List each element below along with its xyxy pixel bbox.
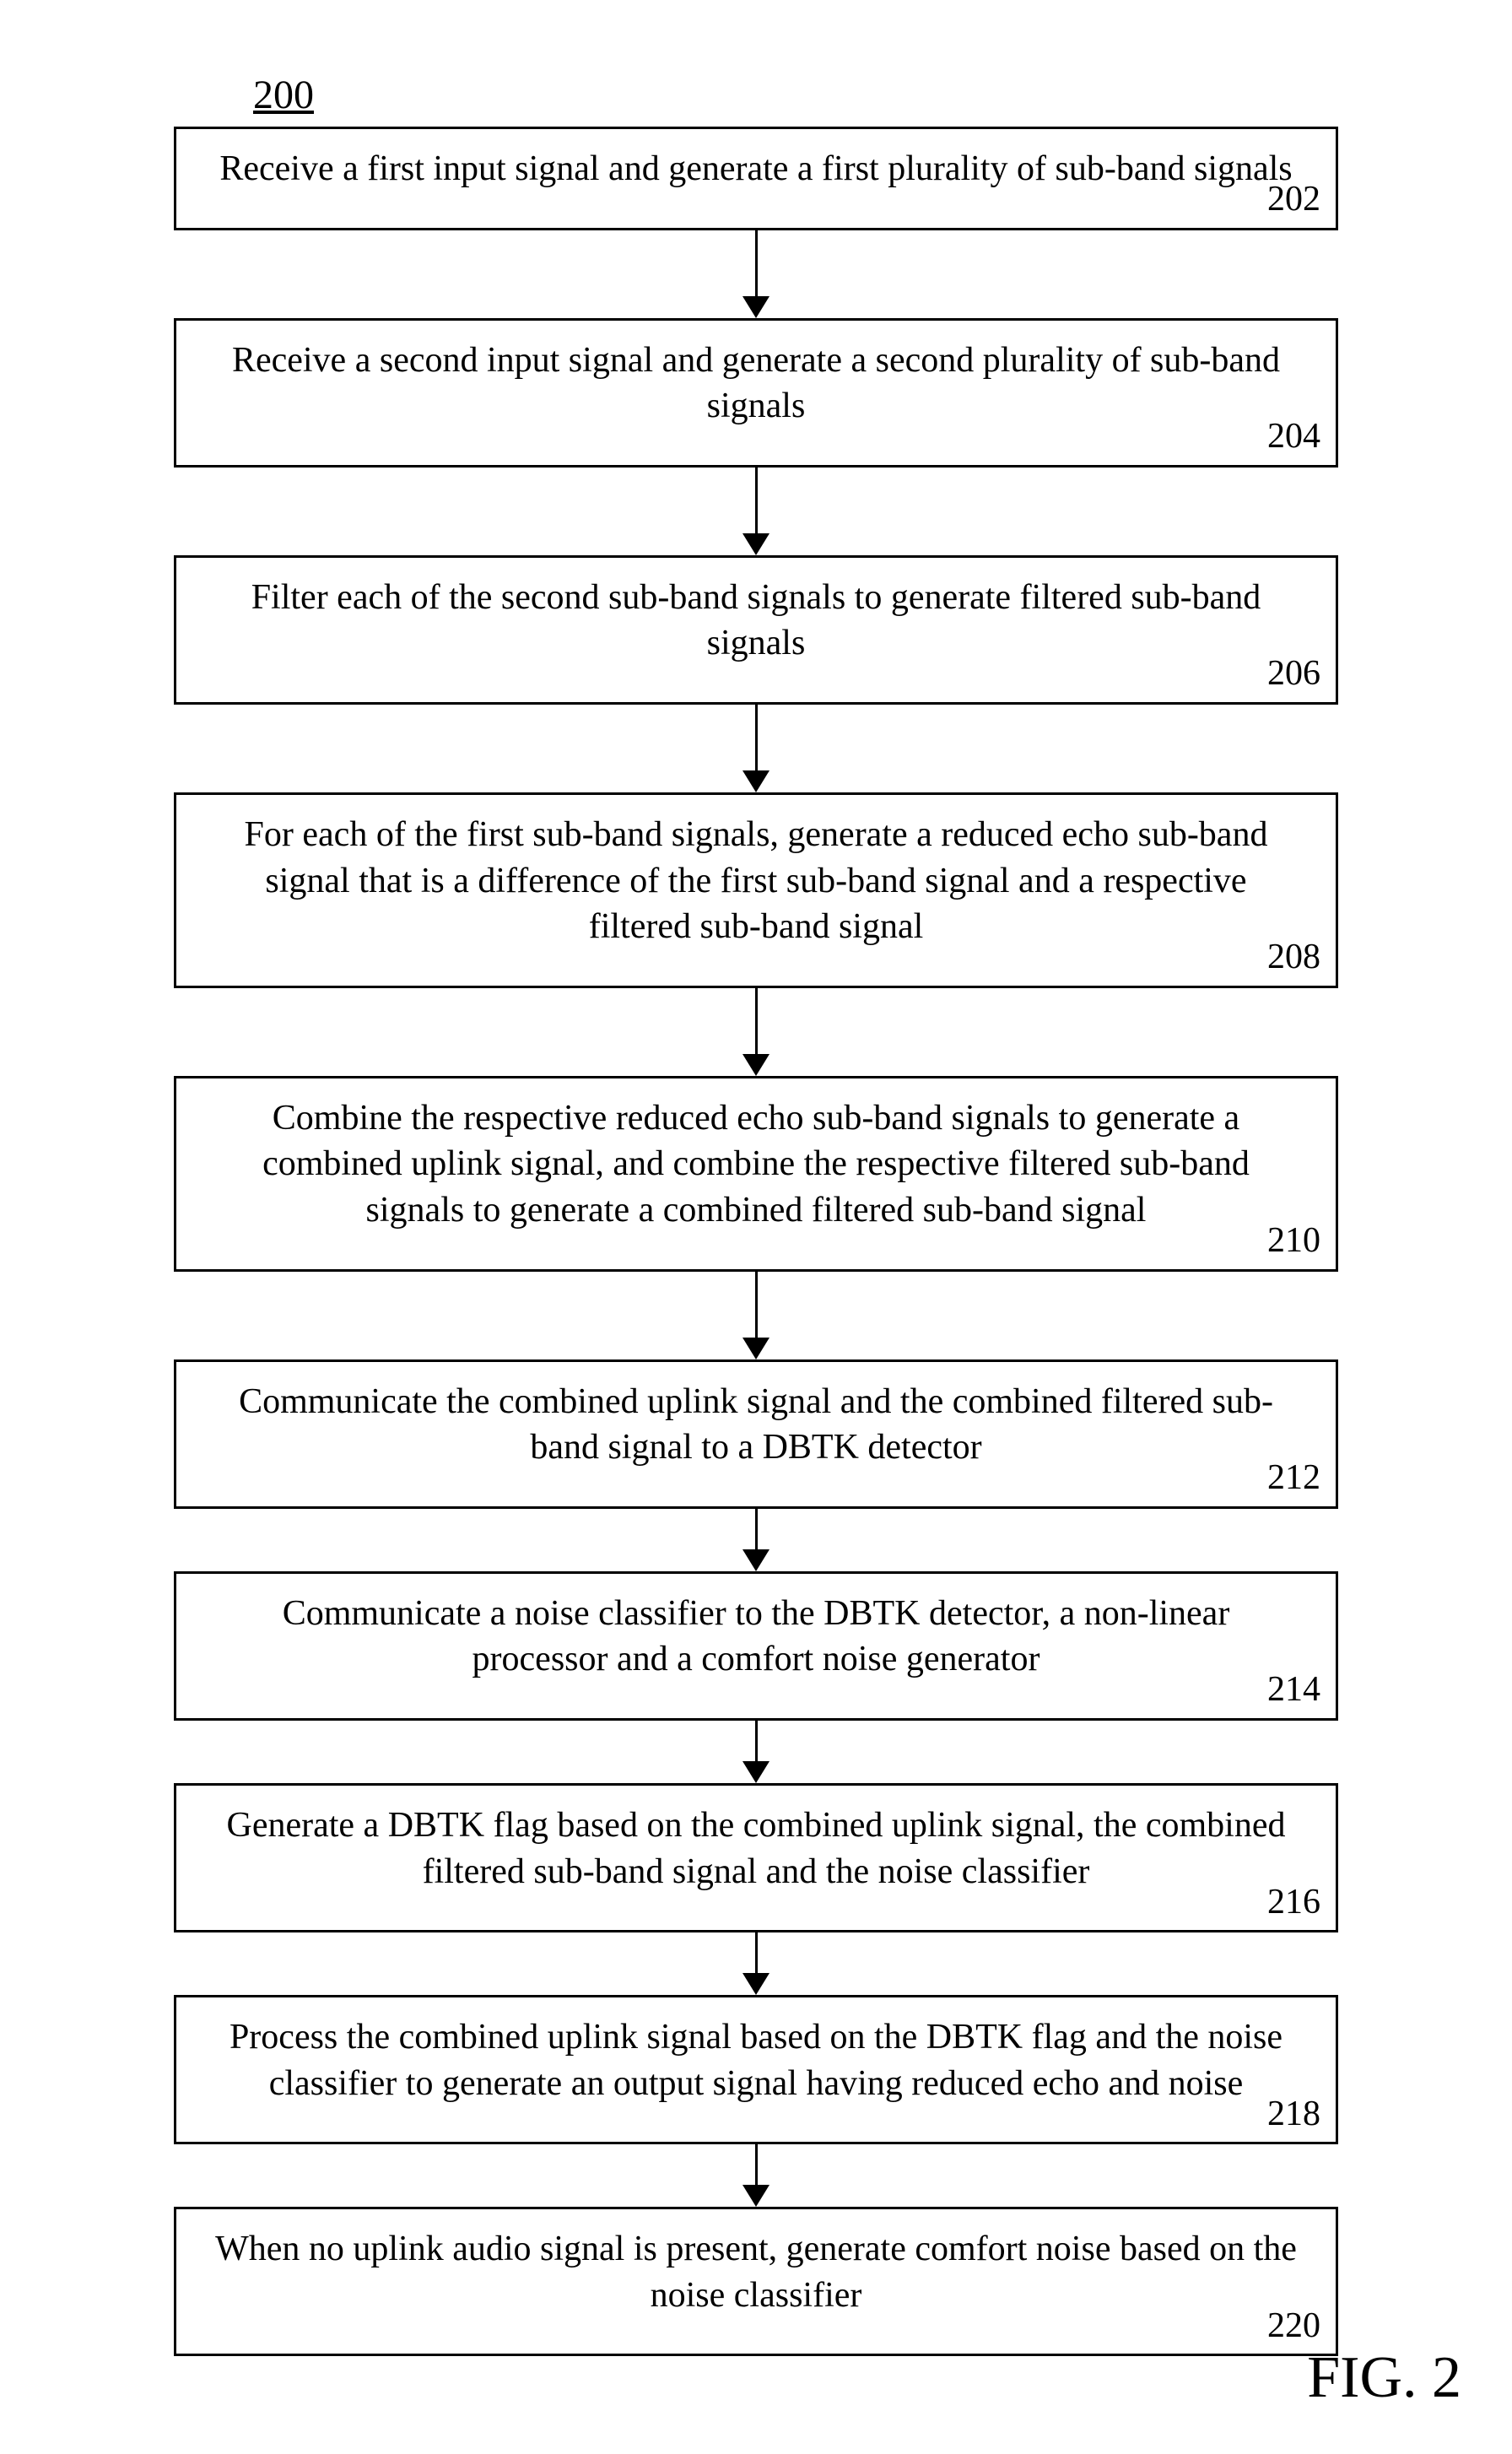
flow-step-text: Generate a DBTK flag based on the combin… <box>210 1803 1302 1895</box>
flow-step: For each of the first sub-band signals, … <box>174 792 1338 988</box>
flow-step: Combine the respective reduced echo sub-… <box>174 1076 1338 1272</box>
flow-step-text: Process the combined uplink signal based… <box>210 2014 1302 2106</box>
arrow-down-icon <box>742 2144 770 2207</box>
flow-step-ref: 210 <box>1267 1218 1320 1264</box>
flow-step-text: Communicate a noise classifier to the DB… <box>210 1591 1302 1683</box>
flow-step-ref: 214 <box>1267 1667 1320 1713</box>
flow-step: Receive a first input signal and generat… <box>174 127 1338 230</box>
flow-step-text: Combine the respective reduced echo sub-… <box>210 1095 1302 1234</box>
arrow-head <box>742 533 770 555</box>
flow-step-ref: 208 <box>1267 934 1320 981</box>
arrow-down-icon <box>742 468 770 555</box>
flow-step-ref: 206 <box>1267 651 1320 697</box>
arrow-down-icon <box>742 1272 770 1359</box>
page: 200 Receive a first input signal and gen… <box>0 0 1512 2454</box>
arrow-shaft <box>755 1932 758 1973</box>
flow-step: Filter each of the second sub-band signa… <box>174 555 1338 705</box>
arrow-head <box>742 770 770 792</box>
flow-step-ref: 212 <box>1267 1455 1320 1501</box>
arrow-head <box>742 1761 770 1783</box>
flow-step-text: Receive a first input signal and generat… <box>210 146 1302 192</box>
arrow-down-icon <box>742 1721 770 1783</box>
arrow-shaft <box>755 1509 758 1549</box>
flow-step-ref: 204 <box>1267 414 1320 460</box>
flow-step: Communicate the combined uplink signal a… <box>174 1359 1338 1509</box>
arrow-shaft <box>755 1721 758 1761</box>
arrow-shaft <box>755 1272 758 1338</box>
arrow-shaft <box>755 468 758 533</box>
arrow-shaft <box>755 705 758 770</box>
arrow-shaft <box>755 230 758 296</box>
flow-step-text: Receive a second input signal and genera… <box>210 338 1302 430</box>
figure-number: 200 <box>253 72 314 118</box>
flow-step-ref: 218 <box>1267 2091 1320 2138</box>
arrow-down-icon <box>742 1509 770 1571</box>
flowchart: Receive a first input signal and generat… <box>152 127 1360 2356</box>
arrow-head <box>742 1054 770 1076</box>
arrow-head <box>742 2185 770 2207</box>
flow-step: Process the combined uplink signal based… <box>174 1995 1338 2144</box>
figure-label: FIG. 2 <box>1307 2344 1461 2412</box>
arrow-down-icon <box>742 705 770 792</box>
flow-step-text: For each of the first sub-band signals, … <box>210 812 1302 950</box>
arrow-down-icon <box>742 1932 770 1995</box>
flow-step: Generate a DBTK flag based on the combin… <box>174 1783 1338 1932</box>
flow-step: Receive a second input signal and genera… <box>174 318 1338 468</box>
arrow-down-icon <box>742 230 770 318</box>
flow-step-ref: 216 <box>1267 1879 1320 1926</box>
arrow-down-icon <box>742 988 770 1076</box>
arrow-head <box>742 296 770 318</box>
arrow-head <box>742 1549 770 1571</box>
arrow-shaft <box>755 2144 758 2185</box>
flow-step-text: When no uplink audio signal is present, … <box>210 2226 1302 2318</box>
flow-step-text: Filter each of the second sub-band signa… <box>210 575 1302 667</box>
flow-step: Communicate a noise classifier to the DB… <box>174 1571 1338 1721</box>
flow-step-text: Communicate the combined uplink signal a… <box>210 1379 1302 1471</box>
flow-step-ref: 202 <box>1267 176 1320 223</box>
arrow-shaft <box>755 988 758 1054</box>
flow-step: When no uplink audio signal is present, … <box>174 2207 1338 2356</box>
flow-step-ref: 220 <box>1267 2303 1320 2349</box>
arrow-head <box>742 1973 770 1995</box>
arrow-head <box>742 1338 770 1359</box>
